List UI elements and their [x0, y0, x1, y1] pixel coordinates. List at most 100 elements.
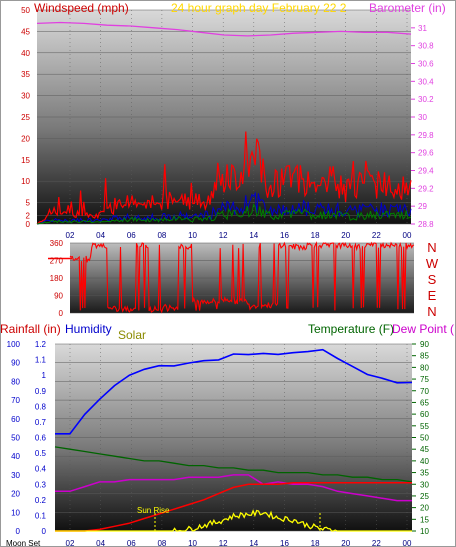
humidity-tick-label: 90 — [11, 359, 20, 368]
climate-x-tick-label: 06 — [127, 539, 136, 547]
temperature-tick-label: 75 — [420, 375, 429, 384]
wind-x-tick-label: 18 — [311, 231, 320, 240]
temperature-tick-label: 10 — [420, 527, 429, 536]
direction-tick-label: 360 — [50, 239, 64, 248]
wind-x-tick-label: 12 — [219, 231, 228, 240]
temperature-tick-label: 15 — [420, 515, 429, 524]
humidity-tick-label: 10 — [11, 508, 20, 517]
wind-average-series-line — [36, 191, 412, 225]
temperature-tick-label: 25 — [420, 492, 429, 501]
temperature-tick-label: 65 — [420, 398, 429, 407]
dewpoint-series-line — [55, 474, 412, 502]
windspeed-axis-title: Windspeed (mph) — [34, 1, 129, 15]
barometer-tick-label: 29.8 — [418, 131, 434, 140]
barometer-tick-label: 29.4 — [418, 167, 434, 176]
windspeed-series-line — [36, 131, 412, 225]
wind-x-tick-label: 10 — [188, 231, 197, 240]
climate-x-tick-label: 12 — [219, 539, 228, 547]
compass-letter: N — [427, 304, 436, 319]
climate-x-tick-label: 02 — [66, 539, 75, 547]
climate-x-tick-label: 14 — [249, 539, 258, 547]
climate-x-tick-label: 00 — [403, 539, 412, 547]
rainfall-tick-label: 1 — [42, 371, 47, 380]
barometer-axis-title: Barometer (in) — [369, 1, 446, 15]
rainfall-tick-label: 0.9 — [35, 387, 47, 396]
wind-x-tick-label: 02 — [66, 231, 75, 240]
rainfall-tick-label: 0.8 — [35, 402, 47, 411]
humidity-series-line — [55, 348, 413, 435]
temperature-tick-label: 40 — [420, 457, 429, 466]
direction-plot-series — [48, 241, 415, 314]
humidity-tick-label: 0 — [16, 527, 21, 536]
temperature-axis-title: Temperature (F) — [308, 322, 394, 336]
humidity-tick-label: 30 — [11, 471, 20, 480]
wind-x-tick-label: 22 — [372, 231, 381, 240]
wind-x-tick-label: 04 — [96, 231, 105, 240]
rainfall-tick-label: 0.3 — [35, 480, 47, 489]
wind-plot-series — [36, 21, 412, 225]
climate-x-tick-label: 18 — [311, 539, 320, 547]
windspeed-tick-label: 15 — [21, 156, 30, 165]
wind-lull-series-line — [36, 203, 412, 225]
barometer-tick-label: 30.6 — [418, 60, 434, 69]
rainfall-tick-label: 0.6 — [35, 434, 47, 443]
humidity-tick-label: 40 — [11, 452, 20, 461]
windspeed-tick-label: 25 — [21, 113, 30, 122]
humidity-tick-label: 100 — [7, 340, 21, 349]
barometer-tick-label: 30.4 — [418, 77, 434, 86]
rainfall-tick-label: 1.1 — [35, 356, 47, 365]
direction-plot-ticks: 0 90 180 270 360 — [50, 239, 64, 318]
rainfall-tick-label: 0.4 — [35, 465, 47, 474]
humidity-tick-label: 70 — [11, 396, 20, 405]
windspeed-tick-label: 50 — [21, 6, 30, 15]
barometer-tick-label: 30.8 — [418, 42, 434, 51]
barometer-tick-label: 28.8 — [418, 220, 434, 229]
barometer-tick-label: 29.2 — [418, 184, 434, 193]
wind-x-tick-label: 14 — [249, 231, 258, 240]
climate-x-tick-label: 22 — [372, 539, 381, 547]
direction-tick-label: 90 — [54, 292, 63, 301]
climate-plot-ticks: 010203040506070809010000.10.20.30.40.50.… — [7, 340, 430, 547]
solar-axis-title: Solar — [118, 328, 146, 342]
rainfall-tick-label: 0 — [42, 527, 47, 536]
direction-tick-label: 270 — [50, 257, 64, 266]
rainfall-series-line — [55, 481, 412, 532]
windspeed-tick-label: 40 — [21, 49, 30, 58]
rainfall-tick-label: 0.2 — [35, 496, 47, 505]
barometer-tick-label: 29 — [418, 202, 427, 211]
rainfall-tick-label: 1.2 — [35, 340, 47, 349]
rainfall-tick-label: 0.1 — [35, 511, 47, 520]
windspeed-tick-label: 35 — [21, 70, 30, 79]
temperature-tick-label: 50 — [420, 434, 429, 443]
windspeed-tick-label: 30 — [21, 92, 30, 101]
wind-x-tick-label: 06 — [127, 231, 136, 240]
temperature-series-line — [54, 446, 413, 483]
temperature-tick-label: 85 — [420, 352, 429, 361]
sunrise-label: Sun Rise — [137, 506, 170, 515]
compass-letter: S — [428, 272, 437, 287]
barometer-series-line — [36, 21, 412, 37]
wind-plot-ticks: 02510152025303540455028.82929.229.429.62… — [21, 6, 434, 240]
windspeed-tick-label: 2 — [26, 211, 31, 220]
barometer-tick-label: 30.2 — [418, 95, 434, 104]
windspeed-tick-label: 20 — [21, 134, 30, 143]
wind-x-tick-label: 20 — [341, 231, 350, 240]
direction-tick-label: 0 — [59, 309, 64, 318]
temperature-tick-label: 45 — [420, 445, 429, 454]
wind-x-tick-label: 08 — [157, 231, 166, 240]
temperature-tick-label: 70 — [420, 387, 429, 396]
moonset-label: Moon Set — [6, 539, 41, 547]
barometer-tick-label: 31 — [418, 24, 427, 33]
rainfall-axis-title: Rainfall (in) — [0, 322, 61, 336]
chart-title: 24 hour graph day February 22 2 — [171, 1, 347, 15]
windspeed-tick-label: 5 — [26, 199, 31, 208]
compass-letter: N — [427, 240, 436, 255]
temperature-tick-label: 35 — [420, 469, 429, 478]
wind-direction-series-line — [69, 241, 415, 314]
temperature-tick-label: 80 — [420, 363, 429, 372]
humidity-tick-label: 60 — [11, 415, 20, 424]
climate-plot-series — [54, 348, 413, 532]
dewpoint-axis-title: Dew Point ( — [392, 322, 454, 336]
